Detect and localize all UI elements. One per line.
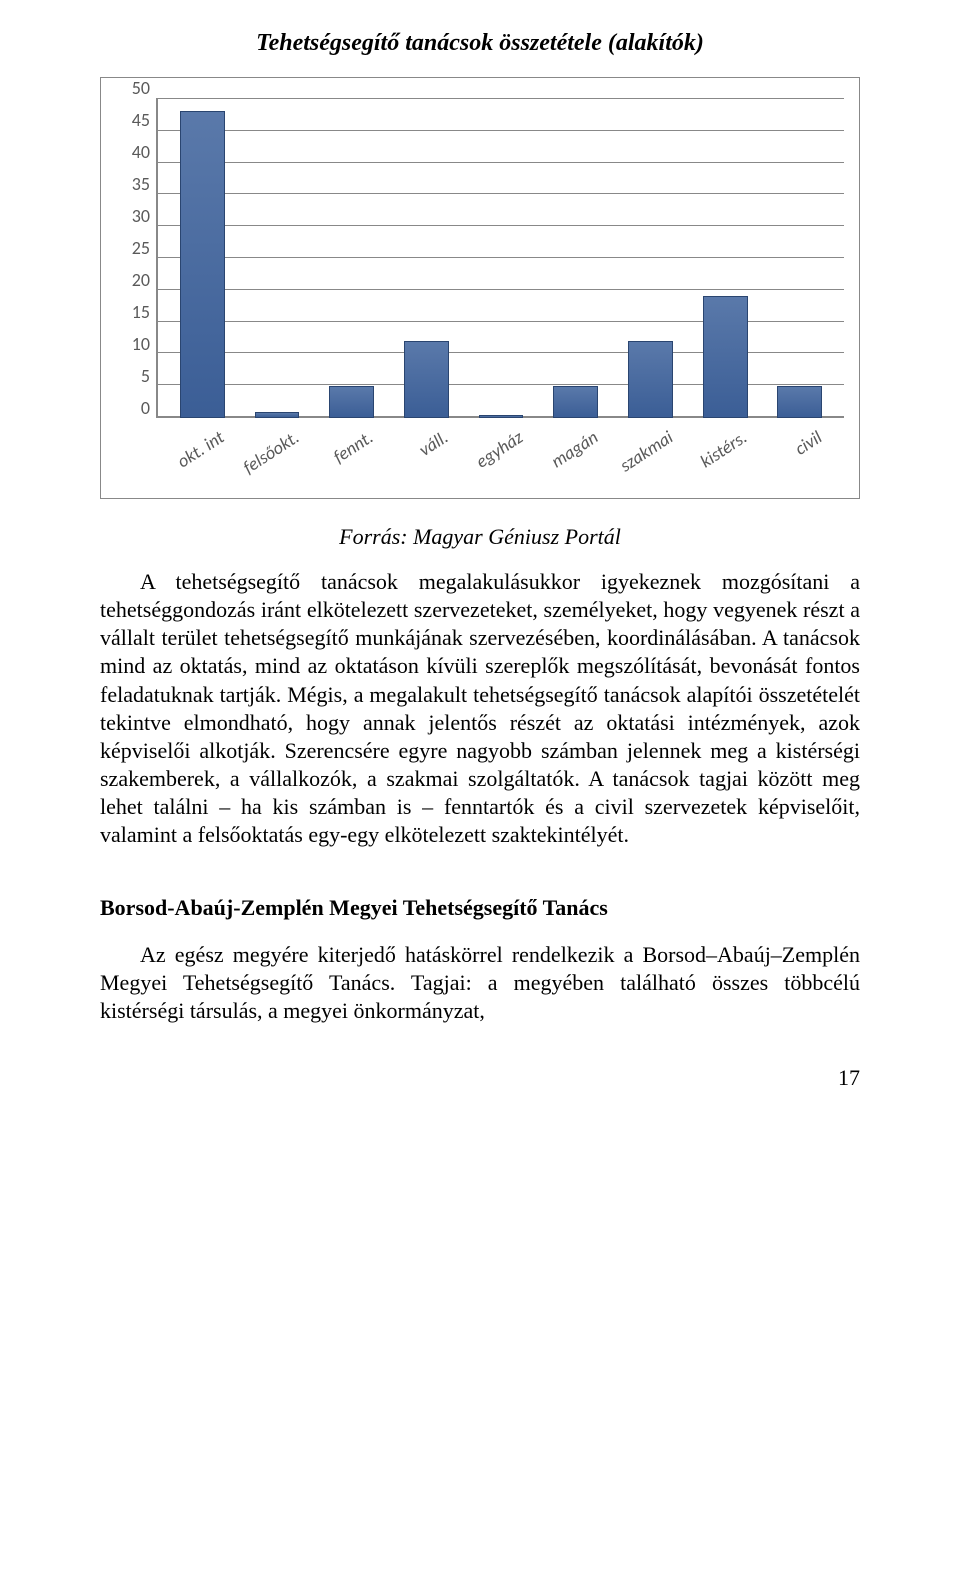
x-tick-slot: civil: [762, 418, 837, 488]
x-axis: okt. intfelsőokt.fennt.váll.egyházmagáns…: [156, 418, 844, 488]
body-paragraph-1: A tehetségsegítő tanácsok megalakulásukk…: [100, 568, 860, 850]
section-heading: Borsod-Abaúj-Zemplén Megyei Tehetségsegí…: [100, 895, 860, 921]
bar: [777, 386, 822, 418]
bar-slot: [538, 98, 613, 418]
bar-slot: [688, 98, 763, 418]
chart-source: Forrás: Magyar Géniusz Portál: [100, 524, 860, 550]
bar-slot: [464, 98, 539, 418]
bar: [553, 386, 598, 418]
bar: [329, 386, 374, 418]
bar-slot: [165, 98, 240, 418]
page-number: 17: [100, 1065, 860, 1091]
bar: [404, 341, 449, 418]
bar: [628, 341, 673, 418]
chart-title: Tehetségsegítő tanácsok összetétele (ala…: [100, 30, 860, 57]
y-axis: 05101520253035404550: [111, 98, 156, 418]
bar-slot: [314, 98, 389, 418]
bar: [703, 296, 748, 418]
chart-frame: 05101520253035404550 okt. intfelsőokt.fe…: [100, 77, 860, 499]
bar: [180, 111, 225, 418]
bar-slot: [240, 98, 315, 418]
plot-area: [156, 98, 844, 418]
bar-slot: [389, 98, 464, 418]
bar-slot: [613, 98, 688, 418]
bar-slot: [762, 98, 837, 418]
bars-container: [158, 98, 844, 418]
body-paragraph-2: Az egész megyére kiterjedő hatáskörrel r…: [100, 941, 860, 1025]
